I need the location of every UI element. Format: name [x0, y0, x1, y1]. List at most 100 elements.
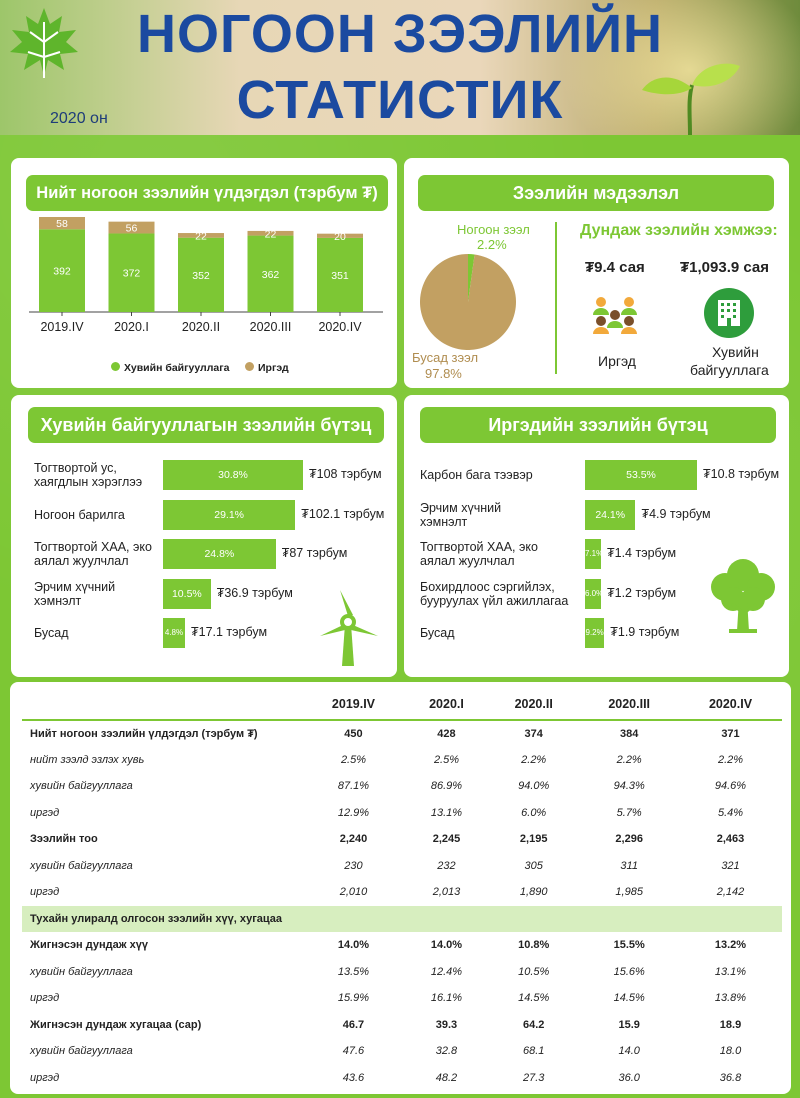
table-row: хувийн байгууллага 87.1% 86.9% 94.0% 94.3% 94…: [22, 773, 782, 800]
table-cell: 2.2%: [717, 753, 744, 766]
people-icon: [593, 297, 637, 334]
structure-bar: 53.5%: [585, 460, 697, 490]
row-label: Зээлийн тоо: [30, 833, 98, 846]
structure-amount: ₮36.9 тэрбум: [216, 585, 293, 600]
table-cell: 2,142: [716, 886, 745, 899]
table-cell: 13.1%: [714, 965, 747, 978]
table-row: Зээлийн тоо 2,240 2,245 2,195 2,296 2,463: [22, 826, 782, 853]
structure-bar: 24.8%: [163, 539, 276, 569]
structure-item-label-line2: бууруулах үйл ажиллагаа: [420, 593, 569, 608]
table-cell: 2,296: [615, 833, 643, 846]
structure-amount: ₮1.4 тэрбум: [607, 546, 677, 560]
bar-citizen: [39, 217, 85, 230]
table-cell: 2,240: [339, 833, 368, 846]
structure-amount: ₮4.9 тэрбум: [641, 506, 711, 521]
legend-citizen-swatch: [245, 362, 254, 371]
table-column-header: 2019.IV: [302, 688, 405, 721]
structure-item-label-line1: Тогтвортой ХАА, эко: [34, 540, 152, 554]
table-cell: 12.9%: [337, 806, 370, 819]
structure-bar: 29.1%: [163, 499, 296, 530]
structure-item-label-line2: хаягдлын хэрэглээ: [34, 475, 143, 489]
structure-item-label-line1: Тогтвортой ХАА, эко: [420, 540, 538, 554]
green-loan-pct: 2.2%: [477, 237, 507, 252]
structure-bar: 6.0%: [585, 578, 603, 609]
structure-item-label: Эрчим хүчний хэмнэлт: [34, 580, 115, 608]
row-label: иргэд: [30, 886, 60, 899]
row-label: хувийн байгууллага: [30, 780, 133, 793]
structure-item-label-line1: Бусад: [420, 626, 455, 640]
bar-citizen: [178, 233, 224, 238]
row-label: Нийт ногоон зээлийн үлдэгдэл (тэрбум ₮): [30, 727, 258, 740]
table-cell: 321: [721, 859, 740, 872]
business-label-line1: Хувийн: [712, 344, 759, 360]
structure-item-label-line1: Бохирдлоос сэргийлэх,: [420, 579, 555, 594]
table-cell: 450: [344, 727, 363, 740]
table-cell: 16.1%: [430, 992, 463, 1005]
table-cell: 10.8%: [518, 939, 550, 952]
page-title-line1: НОГООН ЗЭЭЛИЙН: [136, 4, 664, 64]
legend-citizen: Иргэд: [245, 362, 289, 374]
structure-item-label: Бусад: [420, 626, 455, 640]
table-row: хувийн байгууллага 13.5% 12.4% 10.5% 15.6% 13…: [22, 959, 782, 986]
table-cell: 15.5%: [613, 939, 645, 952]
structure-item-label-line2: аялал жуулчлал: [420, 554, 515, 568]
table-cell: 428: [437, 727, 456, 740]
structure-item-label-line2: хэмнэлт: [34, 593, 82, 608]
bar-value-label: 56: [126, 223, 138, 235]
table-row: иргэд 43.6 48.2 27.3 36.0 36.8: [22, 1065, 782, 1092]
row-label: нийт зээлд эзлэх хувь: [30, 753, 145, 766]
bar-business: [39, 229, 85, 312]
table-cell: 14.0%: [430, 939, 463, 952]
table-cell: 15.9%: [337, 992, 370, 1005]
table-column-header: 2020.II: [488, 688, 580, 721]
x-tick-label: 2019.IV: [40, 320, 84, 334]
year-label: 2020 он: [50, 110, 108, 127]
table-cell: 48.2: [435, 1071, 458, 1084]
structure-item-label: Эрчим хүчний хэмнэлт: [420, 501, 501, 529]
structure-bar: 24.1%: [585, 499, 636, 530]
table-cell: 18.9: [719, 1018, 742, 1031]
structure-item-label-line1: Бусад: [34, 626, 69, 640]
table-column-header: 2020.III: [579, 688, 679, 721]
row-label: иргэд: [30, 1071, 60, 1084]
structure-bar: 10.5%: [163, 578, 211, 609]
structure-item-label-line1: Эрчим хүчний: [420, 500, 502, 515]
table-cell: 86.9%: [430, 780, 463, 793]
table-row: иргэд 12.9% 13.1% 6.0% 5.7% 5.4%: [22, 800, 782, 827]
business-label-line2: байгууллага: [690, 362, 769, 378]
table-cell: 2,463: [716, 833, 745, 846]
table-row: Нийт ногоон зээлийн үлдэгдэл (тэрбум ₮) 4…: [22, 720, 782, 747]
bar-citizen: [247, 230, 294, 236]
loan-share-pie-chart: [420, 254, 516, 350]
avg-loan-title: Дундаж зээлийн хэмжээ:: [580, 222, 778, 239]
pie-slice-other: [420, 254, 516, 350]
table-row: Жигнэсэн дундаж хугацаа (сар) 46.7 39.3 64.…: [22, 1012, 782, 1039]
legend-business-label: Хувийн байгууллага: [124, 362, 230, 374]
bar-value-label: 351: [331, 270, 349, 282]
table-cell: 27.3: [522, 1071, 545, 1084]
green-loan-label: Ногоон зээл: [457, 222, 530, 237]
structure-item-label: Тогтвортой ХАА, эко аялал жуулчлал: [34, 540, 152, 568]
table-cell: 43.6: [342, 1071, 365, 1084]
bar-value-label: 372: [123, 268, 141, 280]
citizen-label: Иргэд: [598, 353, 636, 369]
sprout-icon: [642, 63, 740, 135]
legend-business-swatch: [111, 362, 120, 371]
other-loan-pct: 97.8%: [425, 366, 462, 381]
table-cell: 13.2%: [714, 939, 747, 952]
bar-citizen: [108, 221, 155, 234]
info-divider: [555, 222, 557, 374]
table-row: нийт зээлд эзлэх хувь 2.5% 2.5% 2.2% 2.2% 2.2…: [22, 747, 782, 774]
bar-value-label: 392: [53, 266, 71, 278]
structure-bar: 9.2%: [585, 618, 605, 648]
table-cell: 47.6: [342, 1045, 365, 1058]
bar-business: [317, 237, 363, 312]
table-cell: 10.5%: [518, 965, 550, 978]
balance-title: Нийт ногоон зээлийн үлдэгдэл (тэрбум ₮): [26, 175, 388, 211]
structure-item-label-line1: Ногоон барилга: [34, 507, 125, 522]
statistics-table-panel: [10, 682, 791, 1094]
table-cell: 230: [344, 859, 363, 872]
structure-amount: ₮87 тэрбум: [281, 546, 348, 560]
table-cell: 15.6%: [613, 965, 645, 978]
structure-amount: ₮102.1 тэрбум: [301, 506, 385, 521]
